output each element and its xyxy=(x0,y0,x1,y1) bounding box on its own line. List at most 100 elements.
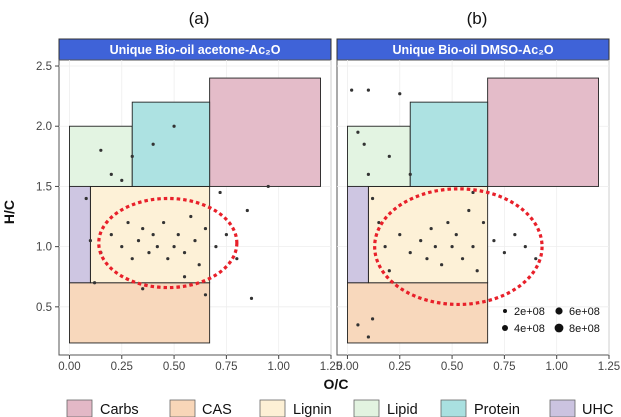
y-tick-label: 1.0 xyxy=(36,242,52,254)
region-uhc xyxy=(347,185,369,284)
data-point xyxy=(193,239,197,243)
data-point xyxy=(141,287,145,291)
legend-swatch-cas xyxy=(169,399,196,417)
data-point xyxy=(182,275,187,279)
x-tick-label: 1.25 xyxy=(598,361,620,373)
legend-swatch-carbs xyxy=(66,399,93,417)
data-point xyxy=(203,226,208,231)
x-axis-ticks-b: 0.00 0.25 0.50 0.75 1.00 1.25 xyxy=(336,355,620,373)
x-tick-label: 1.25 xyxy=(320,361,342,373)
data-point xyxy=(120,178,124,183)
size-legend-dot xyxy=(502,325,508,331)
data-point xyxy=(471,245,475,249)
data-point xyxy=(84,196,88,201)
data-point xyxy=(425,257,429,261)
data-point xyxy=(130,154,134,158)
data-point xyxy=(398,232,402,237)
data-point xyxy=(356,130,360,134)
x-tick-label: 0.75 xyxy=(215,361,237,373)
data-point xyxy=(162,220,166,225)
size-legend-dot xyxy=(555,307,563,315)
y-tick-label: 0.5 xyxy=(36,302,52,314)
data-point xyxy=(147,251,151,255)
data-point xyxy=(356,323,360,327)
data-point xyxy=(92,281,97,285)
size-legend-label: 6e+08 xyxy=(569,306,600,318)
data-point xyxy=(460,257,465,261)
data-point xyxy=(126,220,130,225)
data-point xyxy=(523,245,527,249)
x-axis-ticks-a: 0.00 0.25 0.50 0.75 1.00 1.25 xyxy=(58,355,342,373)
legend-label-carbs: Carbs xyxy=(100,402,139,417)
data-point xyxy=(235,257,239,261)
region-cas xyxy=(347,282,489,344)
y-axis-title: H/C xyxy=(1,200,17,224)
x-tick-label: 0.25 xyxy=(389,361,411,373)
legend-label-lipid: Lipid xyxy=(387,402,418,417)
size-legend-label: 8e+08 xyxy=(569,323,600,335)
panel-a-title: Unique Bio-oil acetone-Ac₂O xyxy=(110,43,281,57)
data-point xyxy=(218,190,222,195)
data-point xyxy=(182,251,187,255)
data-point xyxy=(245,208,249,213)
data-point xyxy=(366,172,370,176)
region-lipid xyxy=(347,125,411,187)
data-point xyxy=(398,92,402,96)
legend-label-protein: Protein xyxy=(474,402,520,417)
legend-swatch-lipid xyxy=(353,399,380,417)
x-tick-label: 0.50 xyxy=(163,361,185,373)
data-point xyxy=(446,220,450,225)
legend-swatch-uhc xyxy=(549,399,576,417)
highlight-ellipse xyxy=(97,196,239,290)
x-tick-label: 0.50 xyxy=(441,361,463,373)
panel-b-title: Unique Bio-oil DMSO-Ac₂O xyxy=(392,43,553,57)
panel-b-tag: (b) xyxy=(467,9,488,28)
data-point xyxy=(502,251,506,255)
data-point xyxy=(492,239,496,243)
data-point xyxy=(88,239,92,243)
region-lipid xyxy=(69,125,133,187)
data-point xyxy=(450,245,454,249)
data-point xyxy=(155,245,159,249)
x-tick-label: 1.00 xyxy=(545,361,567,373)
data-point xyxy=(109,172,113,176)
data-point xyxy=(141,226,145,231)
region-lignin xyxy=(367,185,489,284)
data-point xyxy=(387,269,391,273)
data-point xyxy=(383,245,387,249)
y-tick-label: 2.0 xyxy=(36,121,52,133)
y-tick-label: 1.5 xyxy=(36,181,52,193)
panel-a-plot xyxy=(59,60,332,355)
data-point xyxy=(377,220,381,225)
data-point xyxy=(203,293,208,297)
x-tick-label: 0.00 xyxy=(336,361,358,373)
region-legend: Carbs CAS Lignin Lipid Protein UHC xyxy=(66,399,613,417)
data-point xyxy=(172,124,176,128)
size-legend-dot xyxy=(554,323,564,333)
data-point xyxy=(429,226,433,231)
data-point xyxy=(419,239,423,243)
x-tick-label: 0.25 xyxy=(111,361,133,373)
data-point xyxy=(266,184,270,189)
y-tick-label: 2.5 xyxy=(36,61,52,73)
data-point xyxy=(224,232,228,237)
data-point xyxy=(176,232,180,237)
data-point xyxy=(433,245,437,249)
legend-swatch-protein xyxy=(440,399,467,417)
data-point xyxy=(151,232,155,237)
region-uhc xyxy=(69,185,91,284)
legend-label-cas: CAS xyxy=(202,402,232,417)
data-point xyxy=(362,142,366,146)
data-point xyxy=(189,214,193,219)
size-legend-label: 2e+08 xyxy=(514,306,545,318)
data-point xyxy=(370,196,375,201)
data-point xyxy=(454,232,458,237)
data-point xyxy=(350,88,354,92)
data-point xyxy=(197,263,201,267)
data-point xyxy=(467,208,471,213)
data-point xyxy=(151,142,155,146)
size-legend-label: 4e+08 xyxy=(514,323,545,335)
data-point xyxy=(172,245,176,249)
legend-swatch-lignin xyxy=(259,399,286,417)
